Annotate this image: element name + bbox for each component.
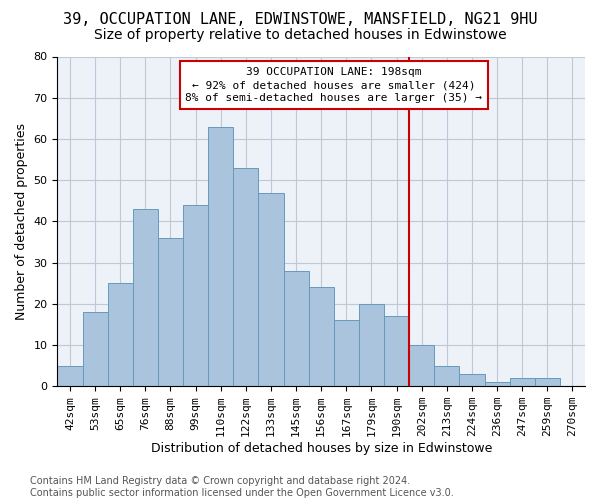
Bar [107,283,133,386]
Y-axis label: Number of detached properties: Number of detached properties [15,123,28,320]
Text: 39 OCCUPATION LANE: 198sqm
← 92% of detached houses are smaller (424)
8% of semi: 39 OCCUPATION LANE: 198sqm ← 92% of deta… [185,67,482,103]
Bar [434,366,460,386]
Bar [133,209,158,386]
Bar [334,320,359,386]
X-axis label: Distribution of detached houses by size in Edwinstowe: Distribution of detached houses by size … [151,442,492,455]
Bar [233,168,259,386]
Bar [384,316,409,386]
Bar [183,205,208,386]
Bar [308,288,334,386]
Bar [208,126,233,386]
Text: 39, OCCUPATION LANE, EDWINSTOWE, MANSFIELD, NG21 9HU: 39, OCCUPATION LANE, EDWINSTOWE, MANSFIE… [63,12,537,28]
Bar [485,382,509,386]
Text: Size of property relative to detached houses in Edwinstowe: Size of property relative to detached ho… [94,28,506,42]
Bar [158,238,183,386]
Bar [259,192,284,386]
Bar [58,366,83,386]
Bar [83,312,107,386]
Bar [460,374,485,386]
Text: Contains HM Land Registry data © Crown copyright and database right 2024.
Contai: Contains HM Land Registry data © Crown c… [30,476,454,498]
Bar [535,378,560,386]
Bar [509,378,535,386]
Bar [409,345,434,386]
Bar [284,271,308,386]
Bar [359,304,384,386]
